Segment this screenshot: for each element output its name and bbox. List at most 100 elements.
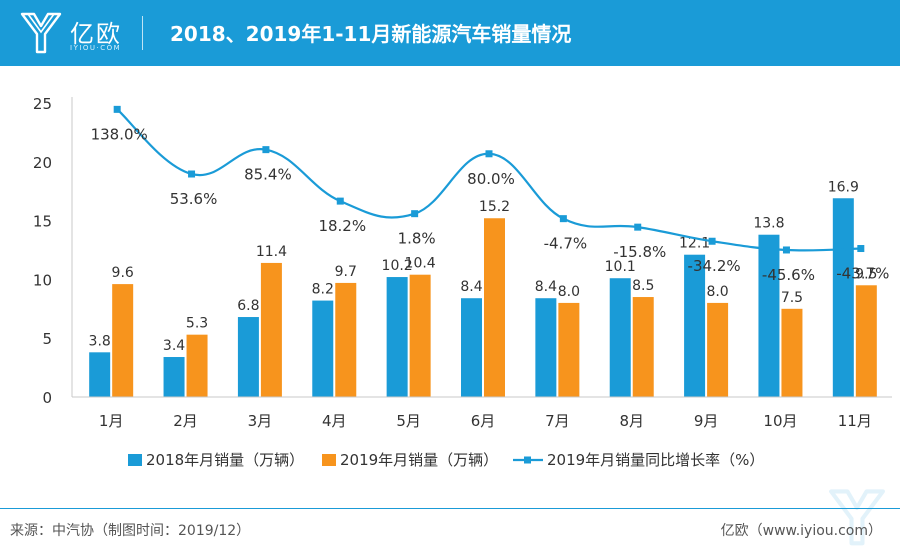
x-tick-label: 3月 bbox=[248, 412, 273, 430]
bar-2019[interactable] bbox=[855, 285, 877, 397]
growth-rate-marker[interactable] bbox=[113, 105, 121, 113]
bar-2019-label: 11.4 bbox=[256, 244, 287, 260]
bar-2018[interactable] bbox=[609, 278, 631, 397]
logo-subtext: IYIOU·COM bbox=[70, 44, 122, 52]
growth-rate-label: 1.8% bbox=[398, 230, 436, 248]
bar-2018[interactable] bbox=[89, 352, 111, 397]
x-tick-label: 7月 bbox=[545, 412, 570, 430]
legend-swatch-growth-marker bbox=[524, 456, 531, 464]
page-title: 2018、2019年1-11月新能源汽车销量情况 bbox=[170, 22, 572, 46]
y-tick-label: 0 bbox=[42, 389, 52, 407]
bar-2018-label: 10.1 bbox=[605, 259, 636, 275]
header-divider bbox=[142, 16, 143, 50]
brand-logo[interactable]: 亿欧 IYIOU·COM bbox=[18, 8, 128, 58]
legend-swatch-2019 bbox=[322, 454, 336, 466]
chart-legend: 2018年月销量（万辆） 2019年月销量（万辆） 2019年月销量同比增长率（%） bbox=[128, 451, 764, 469]
growth-rate-marker[interactable] bbox=[857, 245, 865, 253]
bar-2019-label: 15.2 bbox=[479, 199, 510, 215]
bar-2018[interactable] bbox=[312, 300, 334, 397]
bar-2019[interactable] bbox=[484, 218, 505, 397]
bar-2019-label: 8.0 bbox=[558, 284, 580, 300]
bar-2019-label: 5.3 bbox=[186, 316, 208, 332]
bar-2018-label: 8.4 bbox=[460, 279, 482, 295]
legend-label-2018[interactable]: 2018年月销量（万辆） bbox=[146, 451, 304, 469]
bar-2019[interactable] bbox=[781, 308, 803, 397]
bar-2018[interactable] bbox=[163, 357, 185, 397]
growth-rate-marker[interactable] bbox=[336, 197, 344, 205]
x-tick-label: 4月 bbox=[322, 412, 347, 430]
growth-rate-line-series: 138.0% 53.6% 85.4% 18.2% 1.8% 80.0% -4.7% -15.8… bbox=[91, 105, 889, 284]
bars-2018-series: 3.8 3.46.88.210.28.4 8.410.112.113.816.9 bbox=[89, 179, 859, 397]
bar-2018[interactable] bbox=[386, 277, 408, 397]
growth-rate-label: 18.2% bbox=[318, 217, 366, 235]
footer-divider bbox=[0, 508, 900, 509]
credit-note[interactable]: 亿欧（www.iyiou.com） bbox=[720, 523, 882, 539]
bar-2018-label: 10.2 bbox=[382, 258, 413, 274]
y-tick-label: 5 bbox=[42, 330, 52, 348]
bar-2019[interactable] bbox=[707, 302, 729, 397]
growth-rate-marker[interactable] bbox=[485, 150, 493, 158]
bar-2019-label: 9.7 bbox=[335, 264, 357, 280]
bar-2019-label: 7.5 bbox=[781, 290, 803, 306]
bar-2018-label: 8.4 bbox=[535, 279, 557, 295]
bar-2019-label: 8.0 bbox=[706, 284, 728, 300]
y-tick-label: 15 bbox=[33, 213, 52, 231]
bar-2019[interactable] bbox=[335, 282, 357, 397]
x-tick-label: 9月 bbox=[694, 412, 719, 430]
x-tick-label: 1月 bbox=[99, 412, 124, 430]
bar-2018[interactable] bbox=[461, 298, 482, 397]
source-note: 来源：中汽协（制图时间：2019/12） bbox=[10, 523, 251, 539]
growth-rate-label: -34.2% bbox=[688, 257, 741, 275]
legend-label-2019[interactable]: 2019年月销量（万辆） bbox=[340, 451, 498, 469]
growth-rate-marker[interactable] bbox=[559, 215, 567, 223]
growth-rate-label: -4.7% bbox=[544, 235, 588, 253]
x-tick-label: 11月 bbox=[838, 412, 872, 430]
bar-2018-label: 3.8 bbox=[89, 333, 111, 349]
bars-2019-series: 9.6 5.3 11.4 9.7 10.4 15.2 8.0 8.5 8.0 7.5 9.5 bbox=[112, 199, 877, 397]
x-axis: 1月 2月 3月 4月 5月 6月 7月 8月 9月 10月 11月 bbox=[72, 396, 892, 430]
y-tick-label: 10 bbox=[33, 271, 52, 289]
logo-mark-icon bbox=[20, 12, 62, 54]
growth-rate-label: 53.6% bbox=[170, 190, 218, 208]
growth-rate-line bbox=[116, 108, 861, 252]
growth-rate-marker[interactable] bbox=[634, 223, 642, 231]
growth-rate-label: 80.0% bbox=[467, 170, 515, 188]
bar-2018[interactable] bbox=[237, 317, 259, 397]
x-tick-label: 10月 bbox=[763, 412, 797, 430]
x-tick-label: 5月 bbox=[396, 412, 421, 430]
x-tick-label: 6月 bbox=[471, 412, 496, 430]
watermark-logo-icon bbox=[829, 489, 885, 546]
bar-2019[interactable] bbox=[409, 274, 431, 397]
bar-2018-label: 8.2 bbox=[312, 282, 334, 298]
growth-rate-label: 85.4% bbox=[244, 166, 292, 184]
growth-rate-marker[interactable] bbox=[411, 210, 419, 218]
bar-2018-label: 6.8 bbox=[237, 298, 259, 314]
bar-2018[interactable] bbox=[535, 298, 557, 397]
growth-rate-label: -43.7% bbox=[836, 265, 889, 283]
bar-2019-label: 8.5 bbox=[632, 278, 654, 294]
bar-2018[interactable] bbox=[832, 198, 854, 397]
growth-rate-marker[interactable] bbox=[188, 170, 196, 178]
bar-2019-label: 9.5 bbox=[855, 266, 877, 282]
bar-2018-label: 16.9 bbox=[828, 179, 859, 195]
header-bar: 亿欧 IYIOU·COM 2018、2019年1-11月新能源汽车销量情况 bbox=[0, 0, 900, 66]
x-tick-label: 2月 bbox=[173, 412, 198, 430]
growth-rate-label: 138.0% bbox=[91, 125, 148, 143]
x-tick-label: 8月 bbox=[619, 412, 644, 430]
y-tick-label: 20 bbox=[33, 154, 52, 172]
bar-2019[interactable] bbox=[260, 262, 282, 397]
bar-2019[interactable] bbox=[186, 334, 208, 397]
y-tick-label: 25 bbox=[33, 95, 52, 113]
bar-2018-label: 13.8 bbox=[753, 216, 784, 232]
bar-2019[interactable] bbox=[558, 302, 580, 397]
bar-2018[interactable] bbox=[758, 234, 780, 397]
bar-2019-label: 9.6 bbox=[112, 265, 134, 281]
bar-2018[interactable] bbox=[684, 254, 706, 397]
growth-rate-marker[interactable] bbox=[782, 246, 790, 254]
legend-label-growth[interactable]: 2019年月销量同比增长率（%） bbox=[547, 451, 764, 469]
growth-rate-marker[interactable] bbox=[708, 237, 716, 245]
bar-2019[interactable] bbox=[632, 297, 654, 397]
bar-2019[interactable] bbox=[112, 284, 134, 397]
growth-rate-marker[interactable] bbox=[262, 146, 270, 154]
